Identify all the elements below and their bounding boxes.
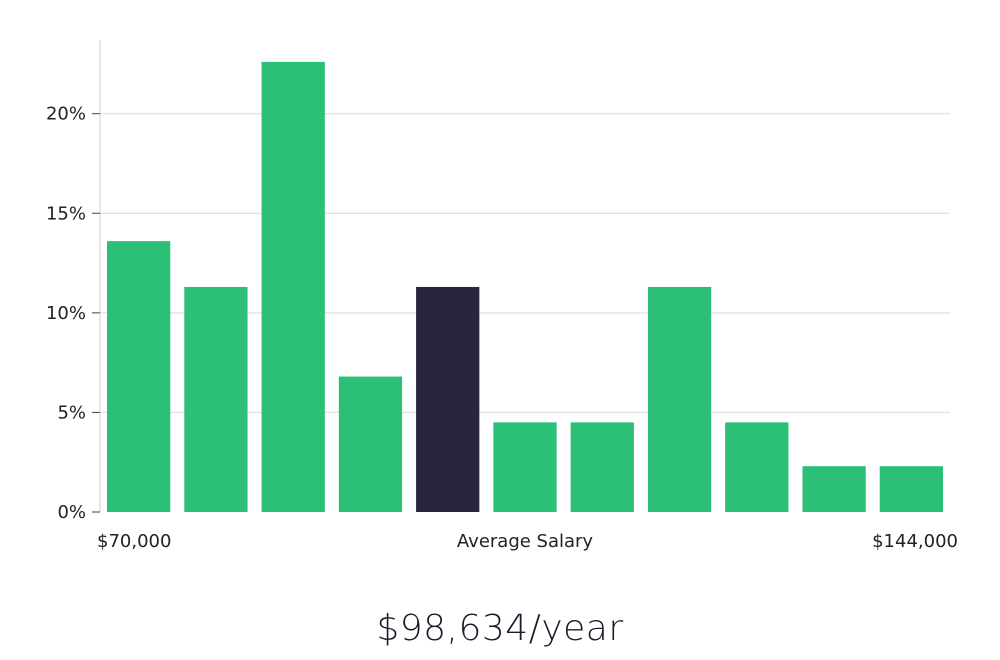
bar xyxy=(725,422,789,512)
y-tick-label-0: 0% xyxy=(57,502,86,523)
x-max-label: $144,000 xyxy=(872,531,958,552)
x-min-label: $70,000 xyxy=(97,531,171,552)
y-tick-label-15: 15% xyxy=(46,203,86,224)
y-tick-label-5: 5% xyxy=(57,402,86,423)
bar xyxy=(184,286,248,512)
y-tick-labels: 0% 5% 10% 15% 20% xyxy=(46,104,100,523)
bar xyxy=(802,466,866,512)
bar xyxy=(879,466,943,512)
bar xyxy=(261,61,325,513)
bar xyxy=(107,241,171,512)
bar-highlighted xyxy=(416,286,480,512)
bars-group xyxy=(107,61,943,513)
y-tick-label-20: 20% xyxy=(46,104,86,125)
bar xyxy=(338,376,403,512)
bar xyxy=(647,286,712,512)
average-salary-value: $98,634/year xyxy=(376,608,624,649)
y-tick-label-10: 10% xyxy=(46,303,86,324)
bar xyxy=(570,422,634,512)
x-axis-title: Average Salary xyxy=(457,531,594,552)
bar xyxy=(493,422,557,512)
salary-distribution-chart: 0% 5% 10% 15% 20% $70,000 Average Salary $14… xyxy=(46,40,958,552)
